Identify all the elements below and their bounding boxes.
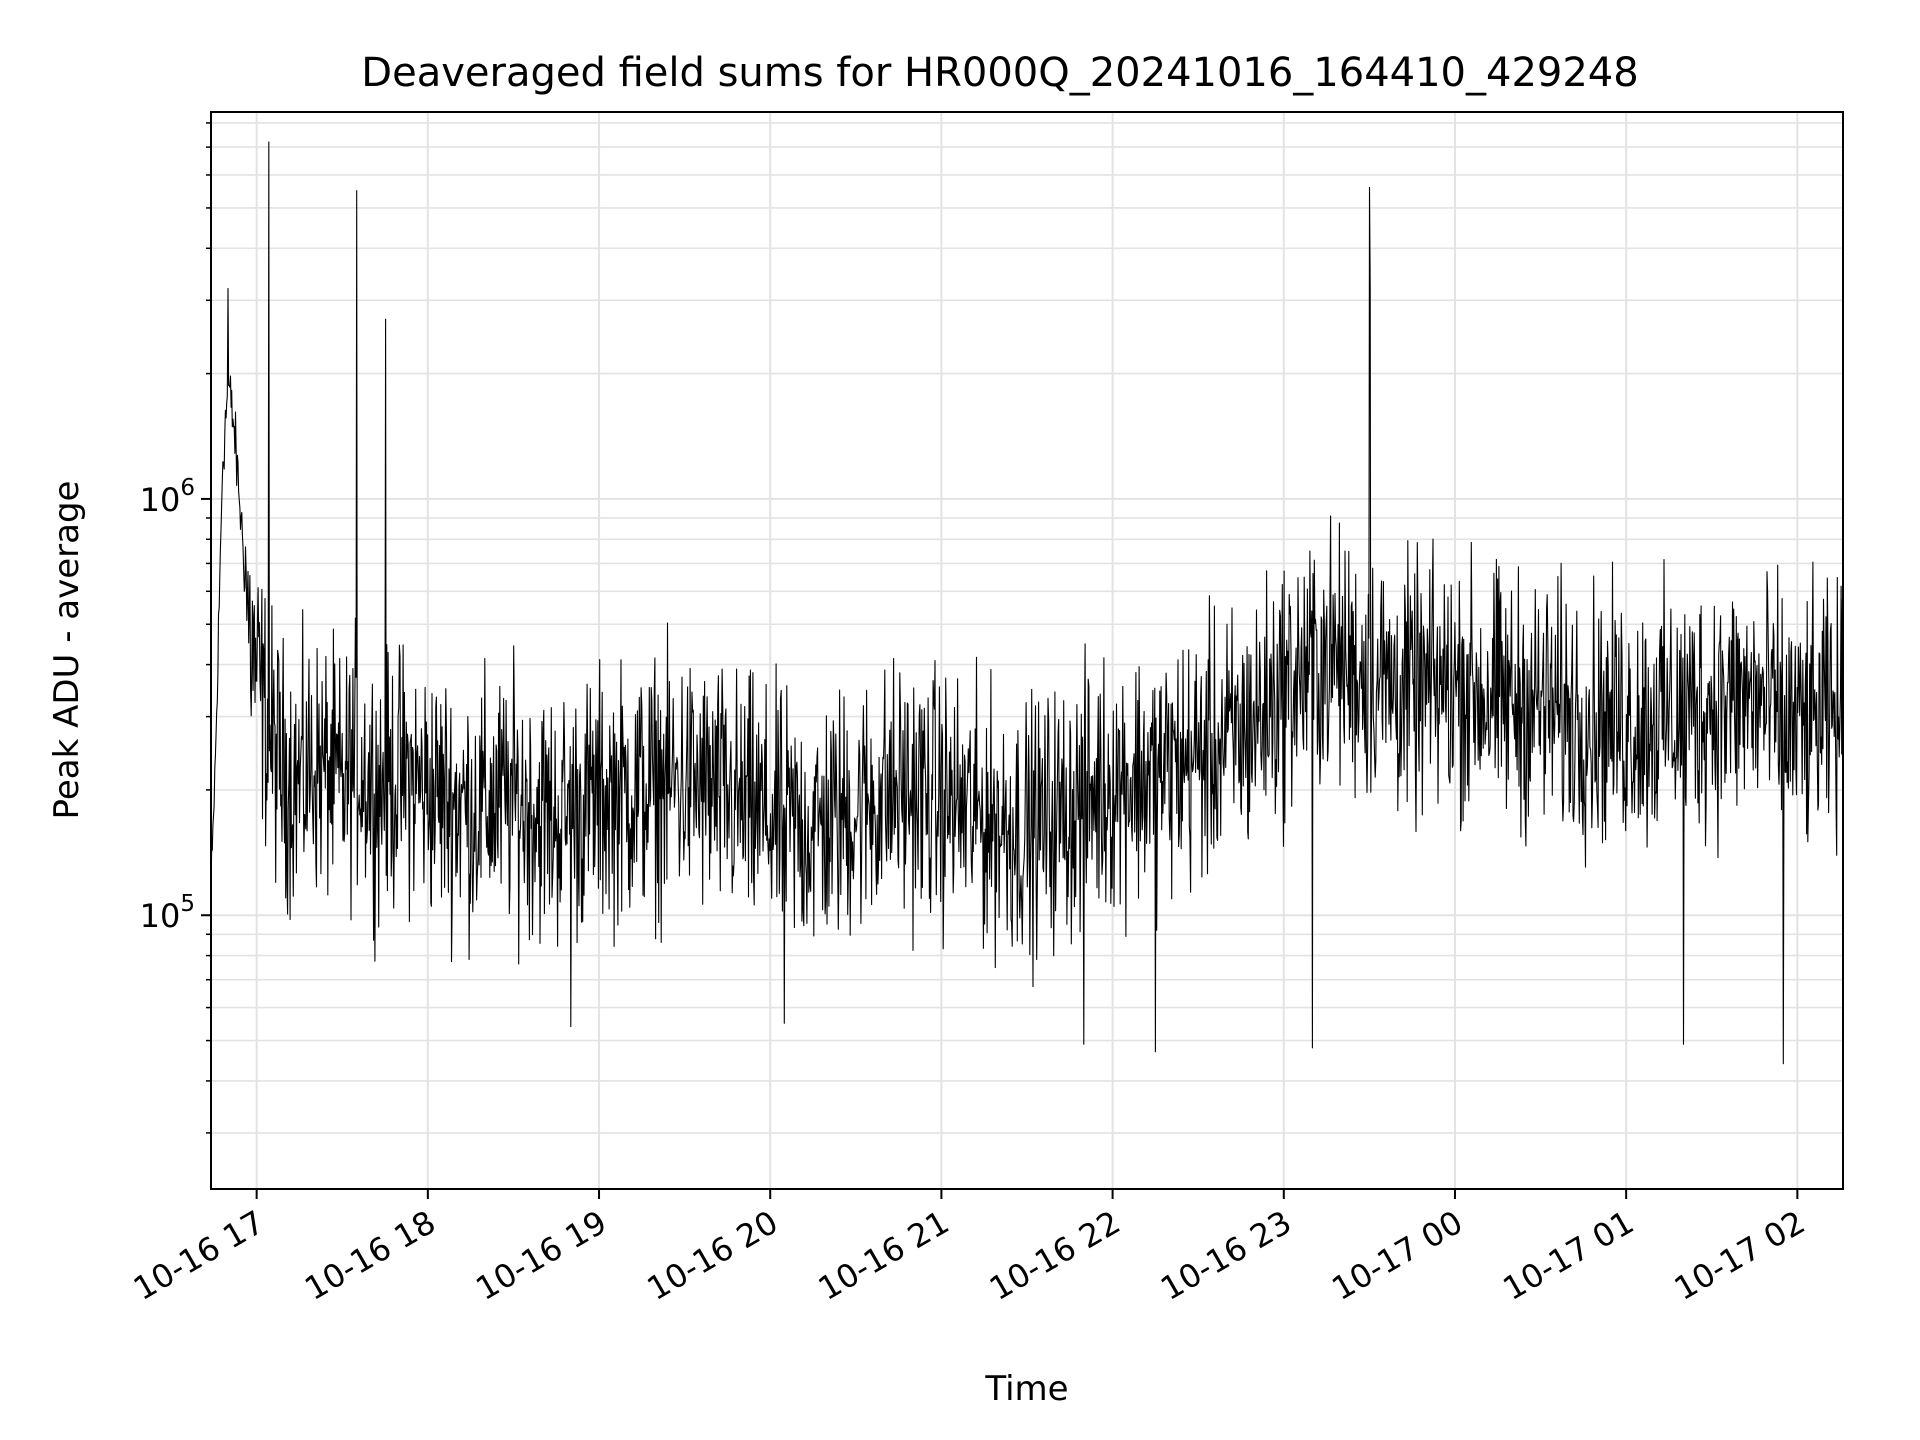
x-tick-label: 10-17 02 <box>1668 1203 1812 1308</box>
x-tick-label: 10-16 19 <box>469 1203 613 1308</box>
plot-frame <box>210 111 1844 1190</box>
y-tick-label: 105 <box>140 891 195 935</box>
x-tick-label: 10-17 00 <box>1325 1203 1469 1308</box>
chart-title: Deaveraged field sums for HR000Q_2024101… <box>361 50 1638 96</box>
x-axis: 10-16 17 10-16 18 10-16 19 10-16 20 10-16 21… <box>127 1189 1811 1308</box>
x-tick-label: 10-16 22 <box>983 1203 1127 1308</box>
y-axis-label: Peak ADU - average <box>47 481 87 820</box>
x-tick-label: 10-17 01 <box>1497 1203 1641 1308</box>
series-line <box>210 141 1844 1065</box>
x-tick-label: 10-16 18 <box>298 1203 442 1308</box>
x-tick-label: 10-16 17 <box>127 1203 271 1308</box>
plot-area <box>210 141 1844 1065</box>
x-tick-label: 10-16 23 <box>1154 1203 1298 1308</box>
x-tick-label: 10-16 21 <box>812 1203 956 1308</box>
y-tick-label: 106 <box>140 475 195 519</box>
y-axis: 105 106 <box>140 122 211 1134</box>
x-tick-label: 10-16 20 <box>641 1203 785 1308</box>
x-axis-label: Time <box>984 1369 1068 1409</box>
